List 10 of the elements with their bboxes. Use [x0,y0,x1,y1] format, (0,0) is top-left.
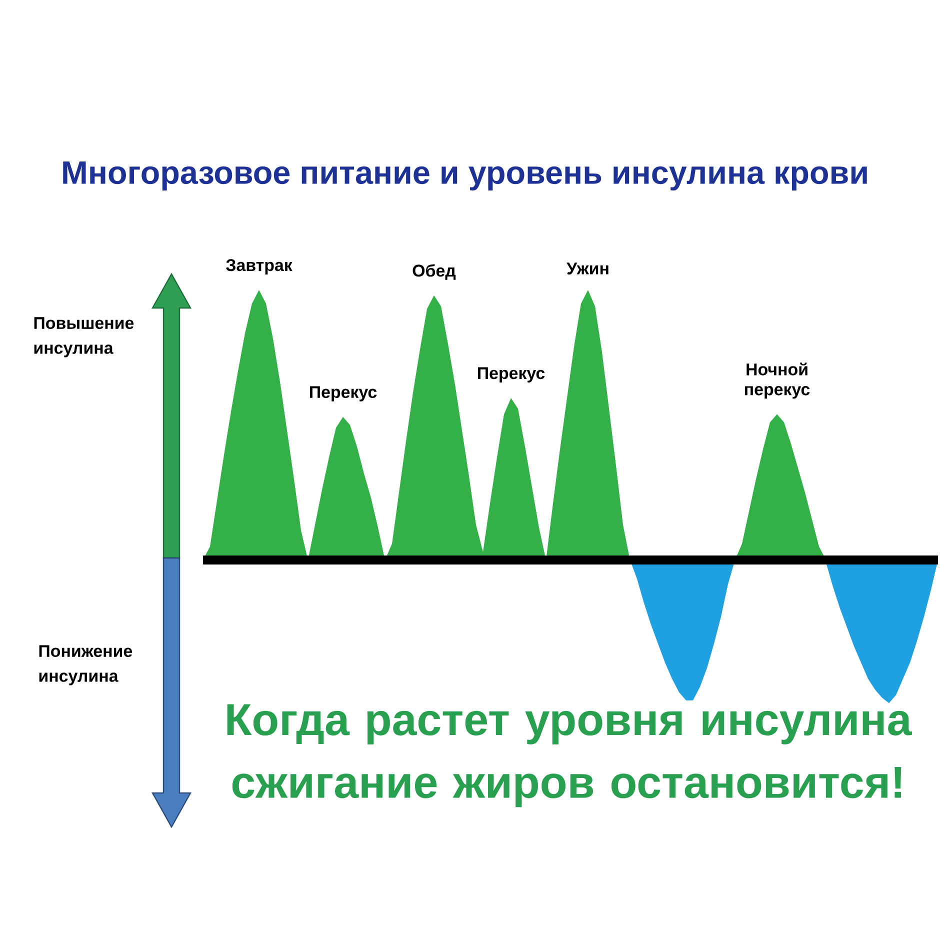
annotation: Ночной перекус [745,362,810,399]
text: Когда растет уровня инсулина сжигание жиров остановится! [227,704,912,808]
chart-title: Многоразовое питание и уровень инсулина крови [63,161,867,190]
text: Понижение инсулина [39,645,132,686]
annotation: Перекус [310,386,377,402]
annotation: Ужин [566,262,608,274]
text: Повышение инсулина [34,317,134,358]
annotation: Обед [412,264,456,280]
annotation: Перекус [478,367,545,382]
annotation: Завтрак [226,259,292,274]
